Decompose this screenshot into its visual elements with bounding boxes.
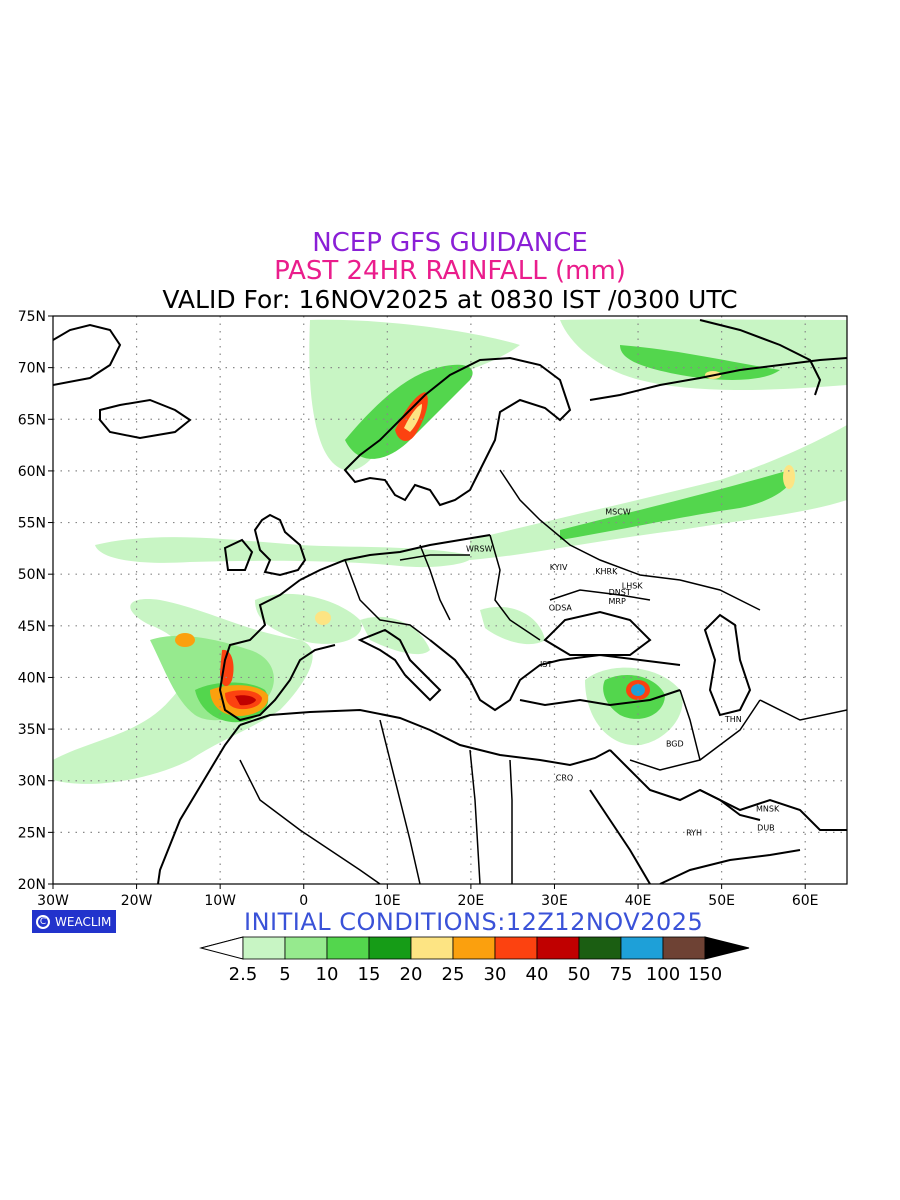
legend-arrow-low-shape — [199, 936, 244, 960]
color-legend: 2.5 5 10 15 20 25 30 40 50 75 100 150 — [199, 936, 750, 985]
rain-area-biscay — [175, 633, 195, 647]
rain-area-iberia-5 — [235, 695, 256, 706]
rain-area-gulf-lion — [315, 611, 331, 625]
legend-label: 40 — [526, 964, 549, 985]
legend-swatch — [242, 936, 286, 960]
axis-labels: 30W 20W 10W 0 10E 20E 30E 40E 50E 60E 75N 70N 65N 60N… — [18, 309, 819, 909]
lon-tick-label: 40E — [625, 893, 652, 909]
rain-area-uk-band — [95, 537, 472, 568]
legend-label: 5 — [279, 964, 290, 985]
rain-area-norway-peak-2 — [404, 404, 422, 432]
lat-lon-grid — [53, 316, 847, 884]
city-label: DNST — [609, 588, 631, 597]
legend-swatch — [620, 936, 664, 960]
valid-time: VALID For: 16NOV2025 at 0830 IST /0300 U… — [162, 285, 738, 314]
lon-tick-label: 30E — [541, 893, 568, 909]
rain-area-portugal — [220, 649, 234, 687]
lat-tick-label: 60N — [18, 464, 46, 480]
rain-area-barents — [560, 319, 847, 390]
map-frame — [52, 315, 848, 885]
political-borders — [239, 469, 847, 884]
legend-swatch — [368, 936, 412, 960]
legend-swatch — [326, 936, 370, 960]
city-label: LHSK — [622, 582, 644, 591]
city-label: WRSW — [466, 544, 493, 553]
lon-tick-label: 20E — [458, 893, 485, 909]
city-label: DUB — [757, 823, 775, 832]
legend-label: 30 — [484, 964, 507, 985]
city-label: KYIV — [550, 563, 568, 572]
legend-swatch — [410, 936, 454, 960]
lat-tick-label: 65N — [18, 412, 46, 428]
lat-tick-label: 35N — [18, 722, 46, 738]
rain-area-turkey-4 — [631, 684, 645, 696]
legend-swatch — [494, 936, 538, 960]
lat-tick-label: 30N — [18, 774, 46, 790]
city-label: THN — [724, 715, 742, 724]
city-label: ODSA — [549, 603, 573, 612]
lon-tick-label: 50E — [708, 893, 735, 909]
legend-swatch — [536, 936, 580, 960]
rain-area-russia-band — [470, 425, 847, 560]
legend-swatch — [662, 936, 706, 960]
lat-tick-label: 50N — [18, 567, 46, 583]
lat-tick-label: 70N — [18, 361, 46, 377]
logo-text: WEACLIM — [55, 914, 112, 929]
coastlines — [53, 319, 847, 884]
lat-tick-label: 20N — [18, 877, 46, 893]
lon-tick-label: 30W — [37, 893, 69, 909]
city-label: MNSK — [756, 805, 780, 814]
legend-label: 15 — [358, 964, 381, 985]
copyright-icon: C — [36, 914, 50, 929]
lat-tick-label: 45N — [18, 619, 46, 635]
initial-conditions: INITIAL CONDITIONS:12Z12NOV2025 — [244, 908, 704, 936]
city-label: KHRK — [595, 567, 618, 576]
chart-subtitle: PAST 24HR RAINFALL (mm) — [274, 256, 626, 286]
city-label: MRP — [609, 597, 626, 606]
legend-arrow-high — [704, 936, 750, 960]
lon-tick-label: 0 — [299, 893, 308, 909]
legend-swatch — [452, 936, 496, 960]
city-label: RYH — [686, 828, 702, 837]
lat-tick-label: 25N — [18, 825, 46, 841]
lon-tick-label: 20W — [121, 893, 153, 909]
legend-label: 150 — [688, 964, 722, 985]
rain-area-balkans — [480, 606, 545, 645]
city-label: MSCW — [605, 507, 631, 516]
legend-label: 75 — [610, 964, 633, 985]
lat-tick-label: 75N — [18, 309, 46, 325]
city-label: BGD — [666, 740, 684, 749]
lon-tick-label: 60E — [792, 893, 819, 909]
lon-tick-label: 10E — [374, 893, 401, 909]
lat-tick-label: 40N — [18, 670, 46, 686]
city-label: CRO — [556, 774, 573, 783]
lon-tick-label: 10W — [204, 893, 236, 909]
legend-label: 25 — [442, 964, 465, 985]
rain-area-russia-band-2 — [560, 470, 793, 540]
legend-label: 10 — [316, 964, 339, 985]
city-label: IST — [540, 660, 552, 669]
lat-tick-label: 55N — [18, 516, 46, 532]
rain-area-barents-2 — [620, 345, 780, 380]
legend-label: 100 — [646, 964, 680, 985]
rain-area-ural-peak — [783, 465, 795, 489]
legend-label: 20 — [400, 964, 423, 985]
legend-swatch — [284, 936, 328, 960]
chart-title: NCEP GFS GUIDANCE — [312, 228, 588, 258]
legend-label: 50 — [568, 964, 591, 985]
rain-area-france — [255, 593, 362, 644]
legend-swatch — [578, 936, 622, 960]
legend-label: 2.5 — [229, 964, 258, 985]
weaclim-logo: C WEACLIM — [32, 910, 116, 933]
